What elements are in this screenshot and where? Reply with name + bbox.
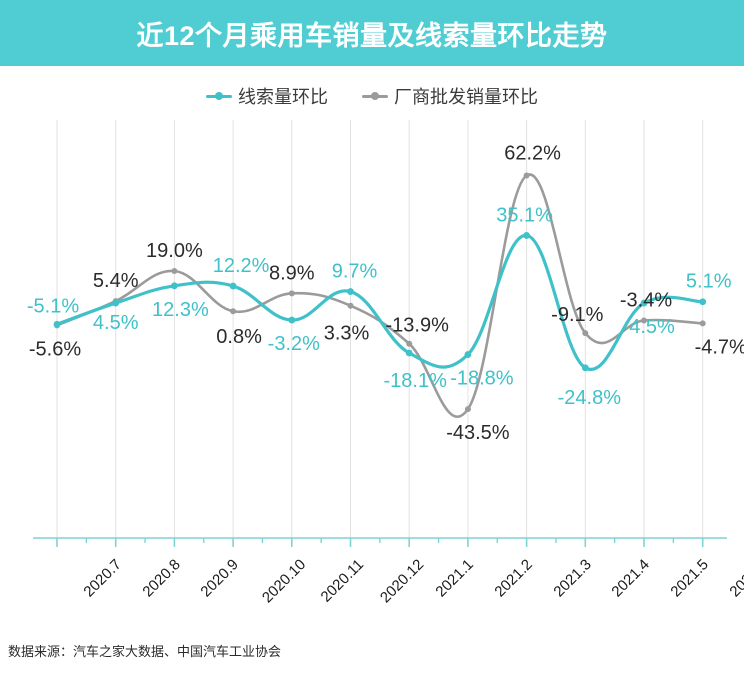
series-data-point[interactable] bbox=[581, 364, 589, 372]
x-axis-tick-label: 2020.11 bbox=[317, 556, 367, 606]
x-axis-tick-label: 2020.7 bbox=[80, 556, 125, 601]
series-data-point[interactable] bbox=[171, 268, 178, 275]
data-point-label: -43.5% bbox=[446, 422, 510, 444]
data-point-label: -18.8% bbox=[450, 368, 514, 390]
data-point-label: -18.1% bbox=[384, 370, 448, 392]
legend-label-wholesale: 厂商批发销量环比 bbox=[394, 87, 538, 107]
chart-x-axis-labels: 2020.7 2020.8 2020.9 2020.10 2020.11 2020.12 2… bbox=[0, 548, 744, 618]
data-point-label: 4.5% bbox=[629, 316, 675, 338]
chart-x-axis-ticks bbox=[56, 538, 704, 547]
data-point-label: -4.7% bbox=[695, 336, 744, 358]
series-data-point[interactable] bbox=[347, 302, 354, 309]
data-point-label: -5.6% bbox=[29, 338, 81, 360]
data-point-label: -13.9% bbox=[386, 315, 450, 337]
data-point-label: 62.2% bbox=[504, 143, 561, 165]
data-point-label: 19.0% bbox=[146, 240, 203, 262]
series-data-point[interactable] bbox=[288, 290, 295, 297]
x-axis-tick-label: 2021.4 bbox=[608, 556, 654, 601]
chart-data-labels: -5.6% 5.4% 19.0% 0.8% 8.9% 3.3% -13.9% -43.5% 62… bbox=[27, 143, 744, 445]
data-point-label: -3.4% bbox=[620, 290, 672, 312]
legend-item-wholesale[interactable]: 厂商批发销量环比 bbox=[362, 83, 538, 109]
series-data-point[interactable] bbox=[347, 288, 354, 295]
x-axis-tick-label: 2020.12 bbox=[376, 556, 427, 607]
data-point-label: 5.4% bbox=[93, 270, 139, 292]
series-data-point[interactable] bbox=[230, 308, 237, 315]
line-chart-svg: -5.6% 5.4% 19.0% 0.8% 8.9% 3.3% -13.9% -43.5% 62… bbox=[27, 120, 744, 547]
data-point-label: 4.5% bbox=[93, 312, 139, 334]
series-data-point[interactable] bbox=[523, 172, 530, 179]
x-axis-tick-label: 2020.10 bbox=[258, 556, 310, 607]
series-data-point[interactable] bbox=[53, 320, 61, 328]
series-data-point[interactable] bbox=[699, 320, 706, 327]
series-data-point[interactable] bbox=[640, 299, 648, 307]
data-point-label: 12.3% bbox=[152, 299, 209, 321]
series-data-point[interactable] bbox=[464, 351, 472, 358]
data-point-label: 8.9% bbox=[269, 262, 315, 284]
chart-legend: 线索量环比 厂商批发销量环比 bbox=[0, 82, 744, 110]
x-axis-tick-label: 2020.8 bbox=[139, 556, 184, 601]
data-point-label: -24.8% bbox=[558, 387, 622, 409]
chart-series-points bbox=[53, 172, 707, 413]
data-point-label: 12.2% bbox=[213, 255, 270, 277]
chart-series-lines bbox=[55, 173, 705, 418]
x-axis-tick-label: 2021.3 bbox=[550, 556, 595, 601]
data-point-label: 0.8% bbox=[216, 326, 262, 348]
x-axis-tick-label: 2020.9 bbox=[197, 556, 243, 601]
series-line bbox=[55, 173, 704, 418]
data-point-label: 3.3% bbox=[324, 323, 370, 345]
series-data-point[interactable] bbox=[171, 282, 178, 290]
series-data-point[interactable] bbox=[288, 316, 296, 324]
data-source-note: 数据来源：汽车之家大数据、中国汽车工业协会 bbox=[8, 644, 282, 659]
series-data-point[interactable] bbox=[699, 298, 707, 306]
legend-line-marker-icon bbox=[206, 90, 232, 102]
x-axis-tick-label: 2021.2 bbox=[491, 556, 536, 601]
data-point-label: 35.1% bbox=[496, 204, 553, 226]
series-data-point[interactable] bbox=[523, 232, 530, 239]
chart-gridlines bbox=[56, 120, 704, 538]
chart-plot-area: -5.6% 5.4% 19.0% 0.8% 8.9% 3.3% -13.9% -43.5% 62… bbox=[0, 110, 744, 550]
x-axis-tick-label: 2021.5 bbox=[667, 556, 712, 601]
data-point-label: -3.2% bbox=[268, 333, 320, 355]
series-data-point[interactable] bbox=[229, 282, 237, 290]
series-data-point[interactable] bbox=[112, 299, 120, 307]
x-axis-tick-label: 2021.6 bbox=[726, 556, 744, 601]
series-data-point[interactable] bbox=[641, 317, 647, 324]
page-title: 近12个月乘用车销量及线索量环比走势 bbox=[136, 20, 608, 51]
series-data-point[interactable] bbox=[405, 349, 413, 357]
data-point-label: 9.7% bbox=[332, 261, 378, 283]
chart-header-bar: 近12个月乘用车销量及线索量环比走势 bbox=[0, 0, 744, 66]
legend-line-marker-icon bbox=[362, 90, 388, 102]
data-point-label: -5.1% bbox=[27, 295, 79, 317]
x-axis-tick-label: 2021.1 bbox=[432, 556, 478, 601]
legend-item-leads[interactable]: 线索量环比 bbox=[206, 83, 328, 109]
series-data-point[interactable] bbox=[582, 330, 589, 337]
legend-label-leads: 线索量环比 bbox=[238, 87, 328, 107]
series-data-point[interactable] bbox=[464, 406, 471, 413]
data-point-label: 5.1% bbox=[686, 271, 732, 293]
series-data-point[interactable] bbox=[406, 340, 413, 347]
data-point-label: -9.1% bbox=[551, 304, 603, 326]
